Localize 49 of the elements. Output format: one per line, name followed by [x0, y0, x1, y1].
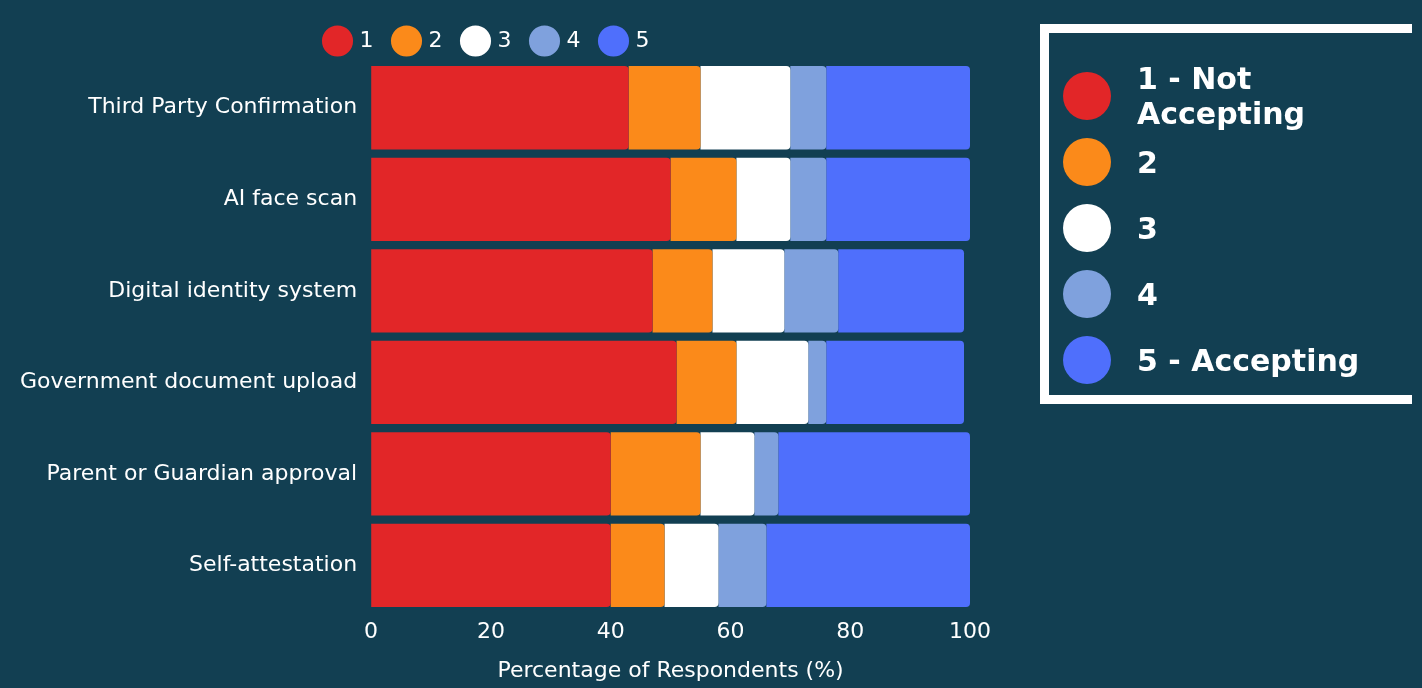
- bar: [712, 249, 785, 333]
- bar: [628, 66, 701, 150]
- bar: [778, 432, 970, 516]
- legend-label: 3: [497, 26, 512, 52]
- bar: [790, 157, 827, 241]
- bar: [371, 340, 677, 425]
- bar: [826, 340, 965, 425]
- bar: [808, 340, 827, 425]
- bar: [766, 523, 970, 608]
- y-tick-label: Parent or Guardian approval: [46, 459, 358, 485]
- bar: [700, 66, 791, 150]
- x-axis-title: Percentage of Respondents (%): [497, 656, 844, 682]
- legend-label: 1: [359, 26, 374, 52]
- x-tick-label: 60: [716, 618, 745, 644]
- bar: [826, 157, 970, 241]
- x-tick-label: 40: [596, 618, 625, 644]
- bar: [784, 249, 839, 333]
- y-tick-label: AI face scan: [223, 185, 358, 211]
- bar: [700, 432, 755, 516]
- x-tick-label: 80: [836, 618, 865, 644]
- y-tick-label: Third Party Confirmation: [87, 93, 358, 119]
- bar: [371, 157, 671, 241]
- bar: [676, 340, 737, 425]
- y-tick-label: Government document upload: [19, 368, 358, 394]
- legend-label: 2: [428, 26, 443, 52]
- x-tick-label: 100: [949, 618, 991, 644]
- y-tick-label: Self-attestation: [189, 551, 358, 577]
- bar: [826, 66, 970, 150]
- x-tick-label: 20: [476, 618, 505, 644]
- x-tick-label: 0: [364, 618, 379, 644]
- bar: [664, 523, 719, 608]
- bar: [736, 157, 791, 241]
- bar: [371, 523, 611, 608]
- legend-label: 5: [635, 26, 650, 52]
- bar: [371, 432, 611, 516]
- legend-label: 4: [566, 26, 581, 52]
- bar: [610, 523, 665, 608]
- bar: [754, 432, 779, 516]
- bar: [371, 66, 629, 150]
- bar: [670, 157, 737, 241]
- bar: [718, 523, 767, 608]
- bar: [371, 249, 653, 333]
- key-panel: 1 - Not Accepting 2 3 4 5 - Accepting: [1040, 24, 1412, 404]
- y-tick-label: Digital identity system: [108, 276, 358, 302]
- bar: [736, 340, 809, 425]
- bar: [652, 249, 713, 333]
- bar: [790, 66, 827, 150]
- bar: [838, 249, 965, 333]
- bar: [610, 432, 701, 516]
